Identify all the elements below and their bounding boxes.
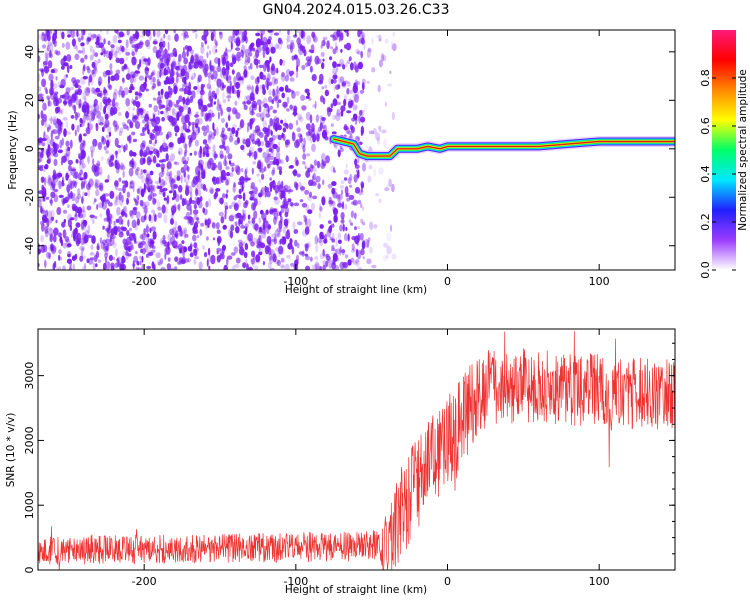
colorbar-tick-label: 0.6 — [699, 117, 712, 135]
colorbar-tick-label: 0.0 — [699, 261, 712, 279]
y-tick-label: 3000 — [23, 362, 36, 390]
y-tick-label: -40 — [23, 237, 36, 255]
y-tick-label: 20 — [23, 93, 36, 107]
x-tick-label: 100 — [589, 275, 610, 288]
snr-series-line — [38, 331, 675, 570]
y-tick-label: 2000 — [23, 426, 36, 454]
colorbar-tick-label: 0.8 — [699, 69, 712, 87]
y-tick-label: 0 — [23, 145, 36, 152]
x-tick-label: -100 — [283, 275, 308, 288]
y-tick-label: 40 — [23, 45, 36, 59]
snr-xlabel: Height of straight line (km) — [285, 584, 427, 596]
spectrogram-ylabel: Frequency (Hz) — [7, 110, 19, 189]
snr-ylabel: SNR (10 * v/v) — [5, 413, 17, 488]
colorbar-scale — [712, 30, 736, 270]
x-tick-label: 100 — [589, 575, 610, 588]
x-tick-label: -100 — [283, 575, 308, 588]
colorbar-ticks: 0.0 0.2 0.4 0.6 0.8 — [699, 69, 736, 279]
y-tick-label: 0 — [23, 567, 36, 574]
spectrogram-ridge — [328, 133, 675, 162]
colorbar-label: Normalized spectral amplitude — [737, 69, 749, 230]
snr-plot-area — [38, 329, 675, 570]
x-tick-label: -200 — [132, 275, 157, 288]
colorbar: 0.0 0.2 0.4 0.6 0.8 Normalized spectral ampl… — [699, 30, 749, 279]
x-tick-label: 0 — [444, 275, 451, 288]
y-tick-label: 1000 — [23, 491, 36, 519]
colorbar-tick-label: 0.4 — [699, 165, 712, 183]
spectrogram-frame — [37, 29, 676, 271]
figure-title: GN04.2024.015.03.26.C33 — [263, 2, 450, 18]
x-tick-label: -200 — [132, 575, 157, 588]
x-tick-label: 0 — [444, 575, 451, 588]
snr-frame — [37, 328, 676, 571]
colorbar-tick-label: 0.2 — [699, 213, 712, 231]
spectrogram-xlabel: Height of straight line (km) — [285, 284, 427, 296]
y-tick-label: -20 — [23, 188, 36, 206]
spectrogram-noise — [38, 30, 397, 270]
